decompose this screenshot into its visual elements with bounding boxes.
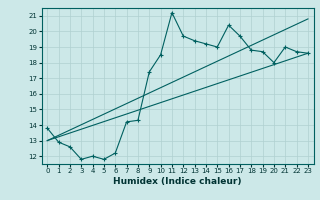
X-axis label: Humidex (Indice chaleur): Humidex (Indice chaleur) (113, 177, 242, 186)
